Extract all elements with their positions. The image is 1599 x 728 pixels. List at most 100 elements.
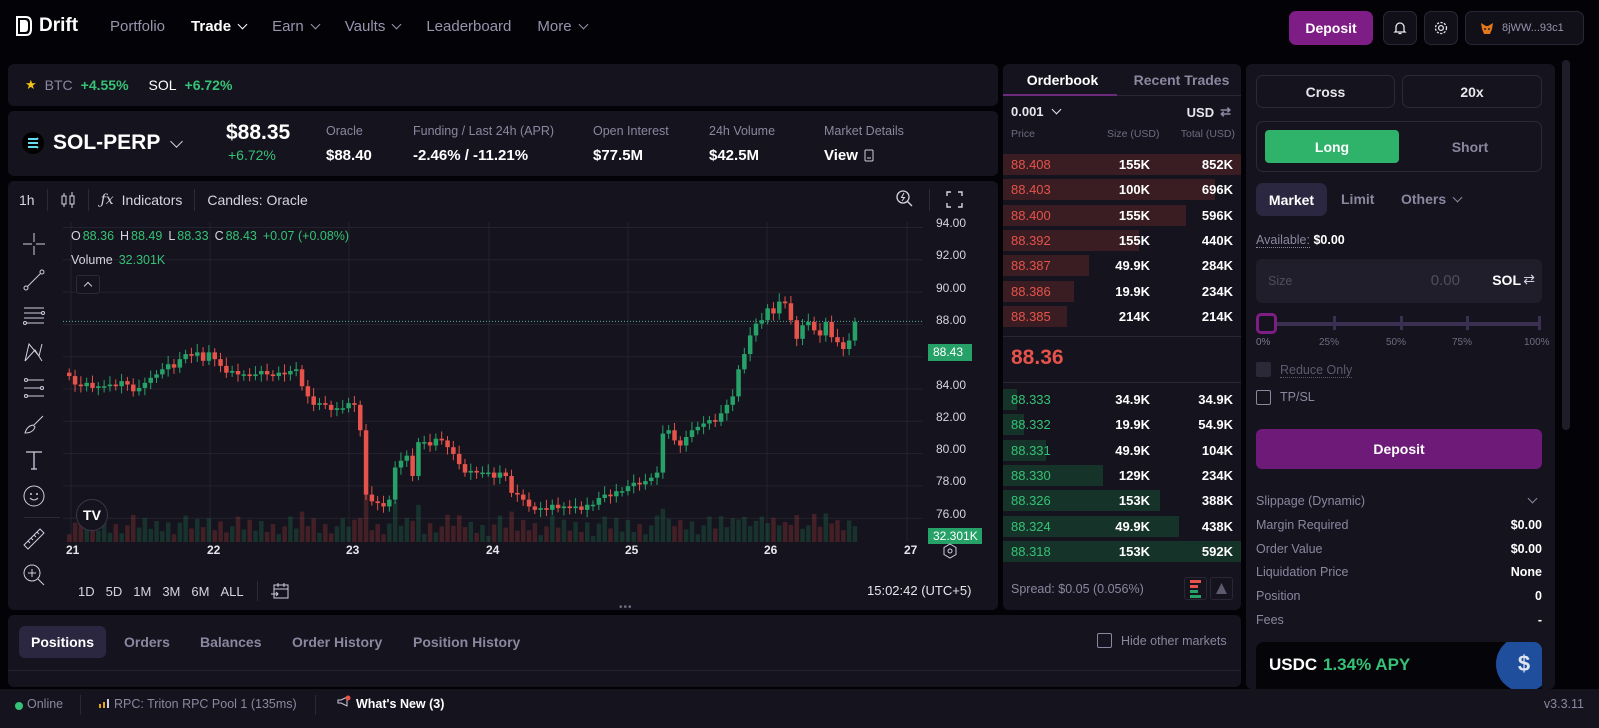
candles-source-button[interactable]: Candles: Oracle: [207, 192, 308, 208]
candle-style-icon[interactable]: [60, 191, 76, 209]
ask-row[interactable]: 88.403 100K 696K: [1003, 178, 1241, 201]
indicators-button[interactable]: Indicators: [121, 192, 183, 208]
market-selector[interactable]: SOL-PERP: [22, 131, 184, 155]
slider-mark[interactable]: 50%: [1386, 337, 1407, 348]
pattern-tool[interactable]: [21, 339, 47, 365]
slider-mark[interactable]: 0%: [1256, 337, 1271, 348]
nav-more[interactable]: More: [537, 18, 589, 35]
tab-orders[interactable]: Orders: [124, 634, 170, 650]
view-details-link[interactable]: View: [824, 147, 904, 164]
chart-settings-icon[interactable]: [942, 543, 958, 559]
short-button[interactable]: Short: [1451, 138, 1489, 155]
tab-position-history[interactable]: Position History: [413, 634, 521, 650]
range-1d[interactable]: 1D: [78, 583, 95, 599]
bid-row[interactable]: 88.326 153K 388K: [1003, 489, 1241, 512]
fullscreen-icon[interactable]: [946, 191, 963, 208]
bid-row[interactable]: 88.324 49.9K 438K: [1003, 515, 1241, 538]
nav-trade[interactable]: Trade: [191, 18, 248, 35]
bid-row[interactable]: 88.332 19.9K 54.9K: [1003, 413, 1241, 436]
nav-portfolio[interactable]: Portfolio: [110, 18, 165, 35]
crosshair-tool[interactable]: [21, 231, 47, 257]
reduce-only-checkbox[interactable]: [1256, 362, 1271, 377]
divider: [1003, 382, 1241, 383]
tradingview-logo[interactable]: TV: [76, 499, 108, 531]
leverage-button[interactable]: 20x: [1402, 75, 1542, 108]
wallet-button[interactable]: 8jWW...93c1: [1465, 11, 1584, 45]
slider-mark[interactable]: 25%: [1319, 337, 1340, 348]
prediction-tool[interactable]: [21, 375, 47, 401]
order-type-market[interactable]: Market: [1256, 183, 1327, 216]
order-type-limit[interactable]: Limit: [1341, 191, 1375, 207]
tab-orderbook[interactable]: Orderbook: [1026, 72, 1099, 88]
time-axis[interactable]: 21 22 23 24 25 26 27: [63, 543, 963, 563]
long-button[interactable]: Long: [1265, 130, 1399, 163]
trendline-tool[interactable]: [21, 267, 47, 293]
ask-row[interactable]: 88.408 155K 852K: [1003, 153, 1241, 176]
star-icon[interactable]: ★: [25, 77, 37, 92]
slider-mark[interactable]: 100%: [1524, 337, 1550, 348]
view-both-button[interactable]: [1184, 577, 1207, 600]
goto-date-icon[interactable]: [270, 582, 290, 600]
tpsl-checkbox[interactable]: [1256, 390, 1271, 405]
range-all[interactable]: ALL: [220, 583, 244, 599]
bid-row[interactable]: 88.318 153K 592K: [1003, 540, 1241, 563]
ask-row[interactable]: 88.387 49.9K 284K: [1003, 254, 1241, 277]
slippage-row[interactable]: Slippage (Dynamic): [1256, 493, 1542, 508]
interval-selector[interactable]: 1h: [19, 192, 35, 208]
rpc-status[interactable]: RPC: Triton RPC Pool 1 (135ms): [114, 697, 297, 711]
deposit-button[interactable]: Deposit: [1289, 11, 1373, 45]
tick-size-selector[interactable]: 0.001: [1011, 104, 1061, 119]
collapse-legend-button[interactable]: [76, 275, 100, 294]
notifications-button[interactable]: [1383, 11, 1417, 45]
order-type-others[interactable]: Others: [1401, 191, 1463, 207]
ticker-symbol-btc[interactable]: BTC: [44, 77, 73, 93]
bid-row[interactable]: 88.333 34.9K 34.9K: [1003, 388, 1241, 411]
slider-thumb[interactable]: [1256, 313, 1277, 334]
brush-tool[interactable]: [21, 411, 47, 437]
resize-handle[interactable]: •••: [619, 602, 633, 613]
emoji-tool[interactable]: [21, 483, 47, 509]
market-symbol: SOL-PERP: [53, 131, 161, 154]
range-5d[interactable]: 5D: [105, 583, 123, 599]
ask-row[interactable]: 88.392 155K 440K: [1003, 229, 1241, 252]
tab-order-history[interactable]: Order History: [292, 634, 383, 650]
hide-other-markets-checkbox[interactable]: [1097, 633, 1112, 648]
tab-balances[interactable]: Balances: [200, 634, 262, 650]
size-unit[interactable]: SOL: [1492, 272, 1521, 288]
ticker-symbol-sol[interactable]: SOL: [148, 77, 177, 93]
whats-new-link[interactable]: What's New (3): [356, 697, 445, 711]
usdc-apy-promo[interactable]: USDC 1.34% APY $: [1256, 642, 1542, 689]
currency-toggle[interactable]: USD ⇄: [1187, 104, 1231, 120]
ask-row[interactable]: 88.386 19.9K 234K: [1003, 280, 1241, 303]
slider-mark[interactable]: 75%: [1452, 337, 1473, 348]
size-input[interactable]: Size 0.00 SOL ⇄: [1256, 259, 1542, 303]
price-axis[interactable]: 94.0092.0090.0088.0086.0084.0082.0080.00…: [926, 216, 998, 544]
zoom-tool[interactable]: [21, 562, 47, 588]
text-tool[interactable]: [21, 447, 47, 473]
tab-recent-trades[interactable]: Recent Trades: [1133, 72, 1230, 88]
fib-tool[interactable]: [21, 303, 47, 329]
quick-search-icon[interactable]: [895, 189, 915, 209]
row-size: 34.9K: [1115, 392, 1150, 407]
range-3m[interactable]: 3M: [162, 583, 181, 599]
settings-button[interactable]: [1424, 11, 1458, 45]
ask-row[interactable]: 88.385 214K 214K: [1003, 305, 1241, 328]
ruler-tool[interactable]: [21, 526, 47, 552]
margin-mode-button[interactable]: Cross: [1256, 75, 1395, 108]
nav-vaults[interactable]: Vaults: [345, 18, 402, 35]
depth-view-button[interactable]: [1210, 577, 1233, 600]
nav-earn[interactable]: Earn: [272, 18, 321, 35]
tab-positions[interactable]: Positions: [19, 626, 107, 658]
nav-leaderboard[interactable]: Leaderboard: [426, 18, 511, 35]
bid-row[interactable]: 88.331 49.9K 104K: [1003, 439, 1241, 462]
candlestick-plot[interactable]: O 88.36 H 88.49 L 88.33 C 88.43 +0.07 (+0.08…: [63, 222, 923, 542]
ask-row[interactable]: 88.400 155K 596K: [1003, 204, 1241, 227]
bid-row[interactable]: 88.330 129K 234K: [1003, 464, 1241, 487]
deposit-submit-button[interactable]: Deposit: [1256, 429, 1542, 469]
swap-unit-icon[interactable]: ⇄: [1523, 271, 1535, 287]
drift-logo[interactable]: Drift: [15, 15, 78, 37]
range-1m[interactable]: 1M: [133, 583, 152, 599]
stat-oracle: Oracle $88.40: [326, 124, 372, 164]
scrollbar[interactable]: [1562, 60, 1570, 430]
range-6m[interactable]: 6M: [191, 583, 210, 599]
